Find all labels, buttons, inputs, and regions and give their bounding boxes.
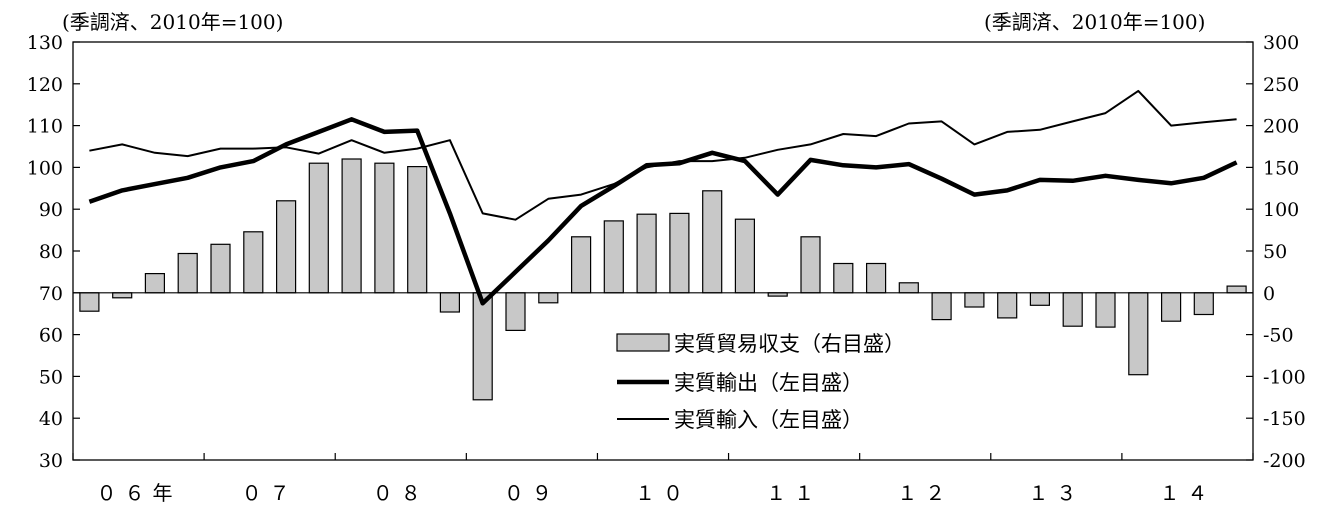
bar-08Q3 [407,166,428,294]
left-tick-label: 90 [39,199,63,221]
legend-label: 実質輸入（左目盛） [674,408,863,432]
left-tick-label: 70 [39,283,63,305]
bar-08Q1 [341,158,362,294]
left-axis-unit: (季調済、2010年=100) [62,10,284,34]
bar-09Q1 [472,292,493,401]
right-tick-label: 300 [1263,32,1299,54]
right-tick-label: 200 [1263,116,1299,138]
bar-11Q3 [800,236,821,294]
year-label: ０６年 [97,481,181,505]
year-label: ０９ [504,481,560,505]
left-tick-label: 100 [27,157,63,179]
bar-12Q3 [931,292,952,321]
bar-10Q1 [603,220,624,294]
legend: 実質貿易収支（右目盛） 実質輸出（左目盛） 実質輸入（左目盛） [616,332,905,432]
bar-13Q2 [1029,292,1051,306]
bar-12Q2 [898,282,919,294]
bar-07Q3 [276,200,297,294]
bar-11Q1 [734,218,756,294]
right-tick-label: 150 [1263,157,1299,179]
legend-item-1: 実質輸出（左目盛） [617,371,863,395]
right-tick-label: -50 [1263,325,1294,347]
bar-11Q4 [833,262,854,294]
right-tick-label: -200 [1263,450,1306,472]
right-tick-label: 100 [1263,199,1299,221]
line-series [88,89,1238,306]
bar-08Q4 [439,292,460,313]
right-tick-label: 50 [1263,241,1287,263]
legend-label: 実質輸出（左目盛） [674,371,863,395]
legend-item-0: 実質貿易収支（右目盛） [616,332,905,356]
right-tick-label: 250 [1263,74,1299,96]
bar-09Q2 [505,292,526,331]
bar-13Q4 [1095,292,1116,328]
bar-14Q3 [1193,292,1214,316]
left-axis: 30 40 50 60 70 80 90 100 110 120 130 [27,32,80,472]
left-tick-label: 60 [39,325,63,347]
bar-06Q3 [144,273,165,294]
year-label: １３ [1028,481,1084,505]
bar-14Q4 [1226,285,1247,294]
bar-13Q3 [1062,292,1083,327]
right-tick-label: -150 [1263,408,1306,430]
year-label: １０ [635,481,691,505]
year-label: １１ [766,481,822,505]
right-axis-unit: (季調済、2010年=100) [984,10,1206,34]
left-tick-label: 120 [27,74,63,96]
bar-10Q3 [669,212,690,294]
right-tick-label: 0 [1263,283,1275,305]
left-tick-label: 50 [39,366,63,388]
year-label: ０８ [373,481,429,505]
bar-14Q2 [1160,292,1182,322]
bar-06Q2 [112,292,133,299]
left-tick-label: 30 [39,450,63,472]
legend-label: 実質貿易収支（右目盛） [674,332,905,356]
left-tick-label: 40 [39,408,63,430]
bar-07Q2 [243,231,264,294]
year-label: １２ [897,481,953,505]
bar-07Q4 [308,162,329,294]
bar-10Q4 [702,190,723,294]
bar-series-trade-balance [73,158,1253,401]
bar-14Q1 [1128,292,1149,376]
bar-06Q1 [79,292,100,312]
bar-07Q1 [210,243,231,294]
x-axis: ０６年 ０７ ０８ ０９ １０ １１ １２ １３ １４ [72,453,1254,505]
legend-item-2: 実質輸入（左目盛） [617,408,863,432]
bar-06Q4 [177,252,198,294]
bar-09Q4 [570,236,592,294]
right-axis: -200 -150 -100 -50 0 50 100 150 200 250 300 [1246,32,1306,472]
bar-08Q2 [374,162,395,294]
bar-13Q1 [997,292,1018,319]
year-label: １４ [1159,481,1215,505]
left-tick-label: 130 [27,32,63,54]
year-label: ０７ [242,481,298,505]
right-tick-label: -100 [1263,366,1306,388]
left-tick-label: 110 [27,116,63,138]
bar-12Q4 [964,292,985,308]
bar-12Q1 [865,262,887,294]
bar-10Q2 [636,213,657,294]
left-tick-label: 80 [39,241,63,263]
legend-swatch-bar [616,333,670,352]
line-1 [89,89,1237,221]
bar-09Q3 [538,292,559,304]
